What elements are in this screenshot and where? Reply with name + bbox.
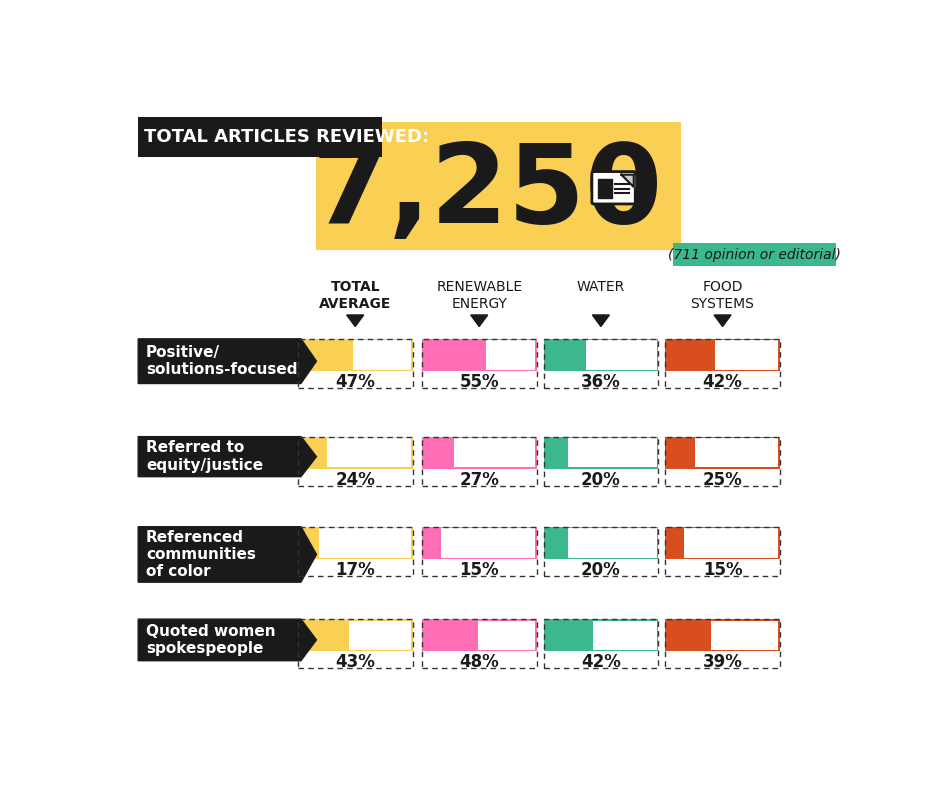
Polygon shape (622, 174, 634, 187)
Bar (422, 437, 537, 486)
Text: Quoted women
spokespeople: Quoted women spokespeople (146, 624, 276, 656)
Bar (665, 619, 780, 669)
Bar (422, 527, 537, 576)
Text: 36%: 36% (581, 373, 621, 391)
Polygon shape (347, 315, 363, 326)
Bar (665, 619, 780, 651)
Bar (665, 339, 780, 388)
Bar (317, 123, 680, 249)
Bar (422, 527, 537, 559)
Text: 24%: 24% (336, 470, 376, 489)
Text: WATER: WATER (577, 280, 625, 295)
Polygon shape (471, 315, 487, 326)
Text: 43%: 43% (336, 654, 376, 671)
Bar (298, 527, 413, 576)
Bar (695, 438, 778, 467)
Polygon shape (714, 315, 731, 326)
Bar (543, 527, 658, 576)
Bar (298, 339, 413, 371)
Text: 25%: 25% (703, 470, 743, 489)
Text: 27%: 27% (459, 470, 500, 489)
Bar (684, 529, 778, 557)
Text: 20%: 20% (581, 470, 621, 489)
Text: 17%: 17% (336, 561, 375, 579)
Bar (543, 339, 658, 388)
Bar (327, 438, 411, 467)
Bar (422, 619, 537, 669)
Text: 47%: 47% (336, 373, 376, 391)
Bar (543, 339, 658, 371)
Bar (543, 619, 658, 651)
Bar (298, 437, 413, 469)
Bar (455, 438, 535, 467)
Bar (441, 529, 535, 557)
Bar (422, 619, 537, 651)
Bar (543, 527, 658, 559)
Bar (478, 621, 535, 650)
Text: RENEWABLE
ENERGY: RENEWABLE ENERGY (436, 280, 522, 310)
Bar (138, 117, 382, 157)
Bar (422, 339, 537, 371)
Bar (543, 437, 658, 486)
Text: TOTAL
AVERAGE: TOTAL AVERAGE (319, 280, 391, 310)
Bar (673, 244, 836, 267)
FancyBboxPatch shape (592, 172, 636, 204)
Text: 7,250: 7,250 (312, 139, 664, 246)
Bar (598, 179, 612, 197)
Text: 42%: 42% (581, 654, 621, 671)
Text: 42%: 42% (703, 373, 743, 391)
Bar (298, 619, 413, 651)
Bar (568, 438, 657, 467)
Bar (353, 341, 411, 369)
Bar (568, 529, 657, 557)
Bar (665, 437, 780, 486)
Bar (319, 529, 411, 557)
Bar (711, 621, 778, 650)
Bar (298, 437, 413, 486)
Text: 48%: 48% (459, 654, 499, 671)
Bar (543, 437, 658, 469)
Text: 15%: 15% (703, 561, 743, 579)
Bar (665, 437, 780, 469)
Polygon shape (138, 339, 317, 384)
Bar (665, 527, 780, 559)
Bar (715, 341, 778, 369)
Text: 20%: 20% (581, 561, 621, 579)
Text: 15%: 15% (459, 561, 499, 579)
Text: FOOD
SYSTEMS: FOOD SYSTEMS (691, 280, 755, 310)
Bar (665, 339, 780, 371)
Text: Positive/
solutions-focused: Positive/ solutions-focused (146, 345, 297, 377)
Text: 55%: 55% (459, 373, 499, 391)
Bar (298, 619, 413, 669)
Bar (298, 527, 413, 559)
Bar (349, 621, 411, 650)
Polygon shape (138, 437, 317, 477)
Text: Referenced
communities
of color: Referenced communities of color (146, 529, 255, 579)
Text: TOTAL ARTICLES REVIEWED:: TOTAL ARTICLES REVIEWED: (144, 128, 430, 146)
Bar (422, 339, 537, 388)
Bar (594, 621, 657, 650)
Text: Referred to
equity/justice: Referred to equity/justice (146, 440, 263, 473)
Bar (298, 339, 413, 388)
Text: 39%: 39% (703, 654, 743, 671)
Polygon shape (138, 527, 317, 582)
Bar (487, 341, 535, 369)
Bar (665, 527, 780, 576)
Bar (422, 437, 537, 469)
Bar (543, 619, 658, 669)
Polygon shape (593, 315, 610, 326)
Polygon shape (138, 619, 317, 661)
Bar (586, 341, 657, 369)
Text: (711 opinion or editorial): (711 opinion or editorial) (668, 248, 841, 262)
